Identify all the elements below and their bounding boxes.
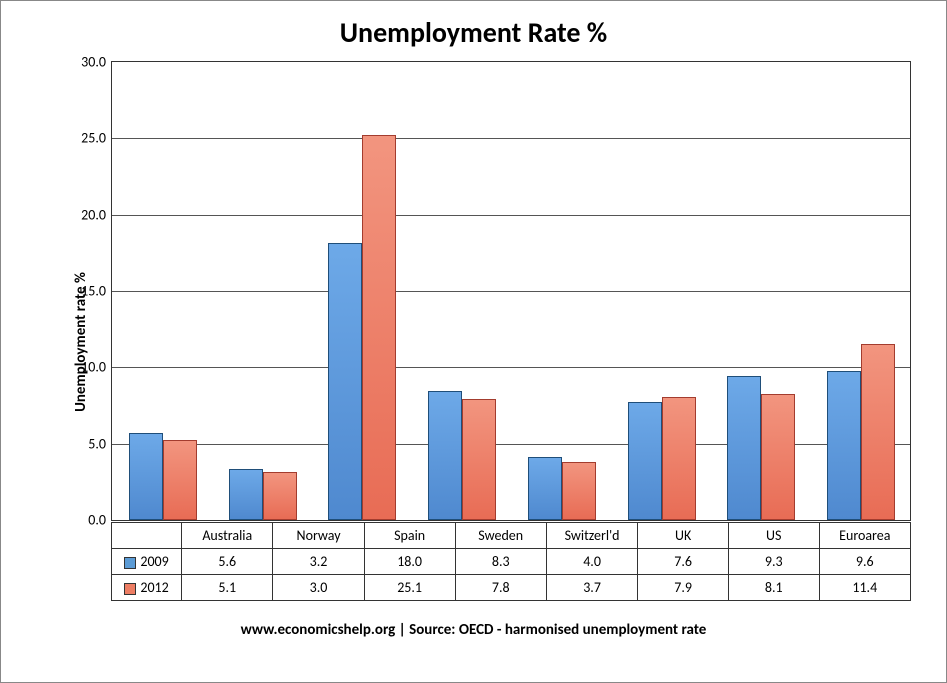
gridline — [112, 367, 910, 368]
data-cell: 3.2 — [273, 549, 364, 575]
plot-area: 0.05.010.015.020.025.030.0 — [111, 61, 911, 521]
gridline — [112, 291, 910, 292]
bar-2012-switzerld — [562, 462, 596, 520]
bar-2009-australia — [129, 433, 163, 520]
data-cell: 11.4 — [819, 575, 910, 601]
data-cell: 7.8 — [455, 575, 546, 601]
bar-2012-us — [761, 394, 795, 520]
series-label-2012: 2012 — [112, 575, 182, 601]
data-cell: 9.3 — [728, 549, 819, 575]
y-tick-label: 0.0 — [88, 512, 106, 529]
bar-2012-australia — [163, 440, 197, 520]
column-header: Spain — [364, 523, 455, 549]
gridline — [112, 215, 910, 216]
y-tick-label: 30.0 — [81, 54, 106, 71]
data-cell: 5.1 — [182, 575, 273, 601]
bar-2009-sweden — [428, 391, 462, 520]
column-header: UK — [638, 523, 729, 549]
chart-frame: Unemployment Rate % Unemployment rate % … — [0, 0, 947, 683]
data-cell: 18.0 — [364, 549, 455, 575]
y-tick-label: 10.0 — [81, 359, 106, 376]
column-header: Sweden — [455, 523, 546, 549]
y-tick-label: 20.0 — [81, 206, 106, 223]
column-header: US — [728, 523, 819, 549]
column-header: Euroarea — [819, 523, 910, 549]
gridline — [112, 138, 910, 139]
data-table: AustraliaNorwaySpainSwedenSwitzerl'dUKUS… — [111, 522, 911, 601]
data-cell: 9.6 — [819, 549, 910, 575]
column-header: Australia — [182, 523, 273, 549]
bar-2009-uk — [628, 402, 662, 520]
data-cell: 3.7 — [546, 575, 637, 601]
series-label-2009: 2009 — [112, 549, 182, 575]
bar-2012-sweden — [462, 399, 496, 520]
y-tick-label: 25.0 — [81, 130, 106, 147]
column-header: Norway — [273, 523, 364, 549]
bar-2012-norway — [263, 472, 297, 520]
chart-title: Unemployment Rate % — [1, 15, 946, 50]
source-footer: www.economicshelp.org | Source: OECD - h… — [1, 621, 946, 639]
y-tick-label: 5.0 — [88, 435, 106, 452]
bar-2012-euroarea — [861, 344, 895, 520]
data-cell: 3.0 — [273, 575, 364, 601]
bar-2009-switzerld — [528, 457, 562, 520]
data-cell: 8.3 — [455, 549, 546, 575]
data-cell: 4.0 — [546, 549, 637, 575]
legend-swatch-icon — [124, 557, 136, 569]
data-cell: 25.1 — [364, 575, 455, 601]
bar-2009-norway — [229, 469, 263, 520]
data-cell: 5.6 — [182, 549, 273, 575]
data-cell: 7.6 — [638, 549, 729, 575]
data-cell: 8.1 — [728, 575, 819, 601]
bar-2009-euroarea — [827, 371, 861, 520]
data-cell: 7.9 — [638, 575, 729, 601]
bar-2009-spain — [328, 243, 362, 520]
legend-swatch-icon — [124, 583, 136, 595]
column-header: Switzerl'd — [546, 523, 637, 549]
bar-2012-uk — [662, 397, 696, 520]
y-tick-label: 15.0 — [81, 283, 106, 300]
bar-2009-us — [727, 376, 761, 520]
bar-2012-spain — [362, 135, 396, 520]
table-corner — [112, 523, 182, 549]
